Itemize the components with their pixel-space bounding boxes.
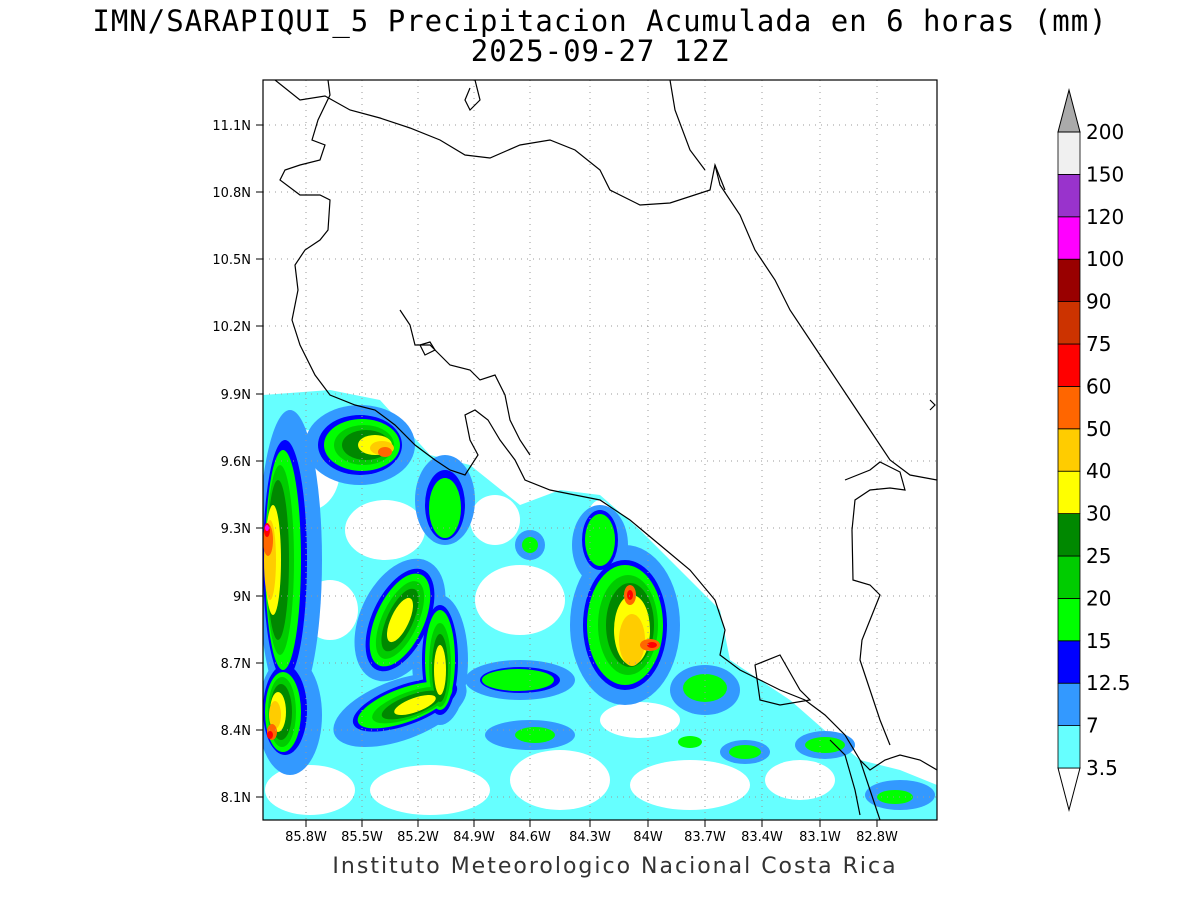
colorbar-label: 200: [1086, 120, 1124, 144]
lat-tick-label: 9.9N: [221, 388, 251, 403]
latitude-labels: 11.1N 10.8N 10.5N 10.2N 9.9N 9.6N 9.3N 9…: [212, 119, 251, 806]
colorbar-label: 40: [1086, 459, 1111, 483]
colorbar-label: 90: [1086, 290, 1111, 314]
colorbar-swatch: [1057, 640, 1081, 684]
colorbar-label: 12.5: [1086, 671, 1131, 695]
colorbar-swatch: [1057, 385, 1081, 430]
colorbar-label: 60: [1086, 374, 1111, 398]
lon-tick-label: 84W: [633, 830, 663, 845]
colorbar-label: 150: [1086, 162, 1124, 186]
map-subtitle-datetime: 2025-09-27 12Z: [470, 34, 730, 68]
colorbar-label: 75: [1086, 332, 1111, 356]
colorbar-swatch: [1057, 173, 1081, 218]
colorbar-swatch: [1057, 470, 1081, 515]
colorbar-swatch: [1057, 725, 1081, 769]
colorbar-swatch: [1057, 555, 1081, 599]
lon-tick-label: 85.2W: [397, 830, 439, 845]
colorbar-swatch: [1057, 428, 1081, 472]
precipitation-field: [263, 80, 937, 820]
colorbar-label: 50: [1086, 417, 1111, 441]
colorbar: 3.5 7 12.5 15 20 25 30 40 50 60 75 90 100 120 150 200: [1057, 88, 1131, 812]
lon-tick-label: 85.8W: [285, 830, 327, 845]
lat-tick-label: 9.6N: [221, 455, 251, 470]
colorbar-swatch: [1057, 682, 1081, 727]
lat-tick-label: 9.3N: [221, 522, 251, 537]
colorbar-label: 20: [1086, 586, 1111, 610]
colorbar-label: 3.5: [1086, 756, 1118, 780]
lon-tick-label: 83.7W: [684, 830, 726, 845]
lat-tick-label: 8.1N: [221, 791, 251, 806]
colorbar-label: 120: [1086, 205, 1124, 229]
lat-tick-label: 8.7N: [221, 657, 251, 672]
colorbar-swatch: [1057, 343, 1081, 387]
institution-credit: Instituto Meteorologico Nacional Costa R…: [332, 854, 898, 879]
colorbar-lower-arrow: [1057, 767, 1081, 812]
lat-tick-label: 9N: [233, 590, 251, 605]
lon-tick-label: 84.9W: [453, 830, 495, 845]
colorbar-label: 15: [1086, 629, 1111, 653]
lon-tick-label: 84.6W: [509, 830, 551, 845]
colorbar-label: 30: [1086, 502, 1111, 526]
lon-tick-label: 83.1W: [799, 830, 841, 845]
colorbar-label: 100: [1086, 247, 1124, 271]
colorbar-swatch: [1057, 216, 1081, 260]
colorbar-label: 25: [1086, 544, 1111, 568]
colorbar-upper-arrow: [1057, 88, 1081, 133]
longitude-labels: 85.8W 85.5W 85.2W 84.9W 84.6W 84.3W 84W …: [285, 830, 898, 845]
lat-tick-label: 10.5N: [212, 253, 251, 268]
colorbar-label: 7: [1086, 714, 1099, 738]
lat-tick-label: 8.4N: [221, 724, 251, 739]
colorbar-swatch: [1057, 598, 1081, 642]
plot-frame: [262, 79, 938, 821]
lon-tick-label: 85.5W: [341, 830, 383, 845]
colorbar-swatch: [1057, 301, 1081, 345]
graticule: [263, 80, 937, 820]
lat-tick-label: 10.8N: [212, 186, 251, 201]
lon-tick-label: 84.3W: [569, 830, 611, 845]
colorbar-swatch: [1057, 258, 1081, 303]
coastlines: [274, 80, 937, 820]
lon-tick-label: 83.4W: [741, 830, 783, 845]
colorbar-swatch: [1057, 513, 1081, 557]
lat-tick-label: 11.1N: [212, 119, 251, 134]
colorbar-swatch: [1057, 131, 1081, 175]
map-title: IMN/SARAPIQUI_5 Precipitacion Acumulada …: [92, 4, 1108, 38]
lon-tick-label: 82.8W: [856, 830, 898, 845]
lat-tick-label: 10.2N: [212, 320, 251, 335]
